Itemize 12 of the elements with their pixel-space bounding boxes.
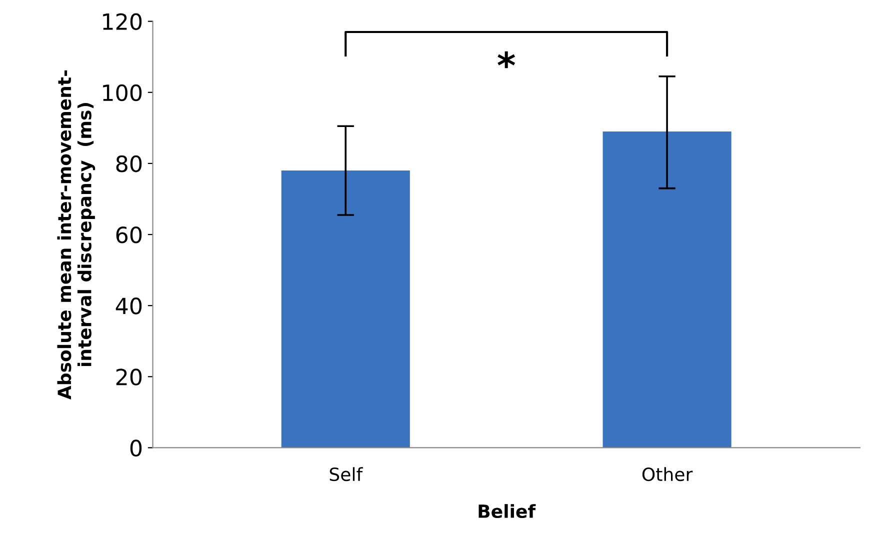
- x-axis-title: Belief: [478, 504, 536, 518]
- x-tick-label: Other: [642, 467, 693, 482]
- y-tick-label: 120: [103, 13, 142, 30]
- y-tick-label: 20: [116, 368, 142, 386]
- y-tick-label: 40: [116, 298, 142, 314]
- y-axis-title: Absolute mean inter-movement- interval discrepancy (ms): [57, 70, 96, 400]
- y-tick-label: 0: [130, 440, 142, 456]
- y-tick-label: 100: [103, 84, 142, 102]
- y-tick-label: 80: [116, 155, 142, 172]
- y-tick-label: 60: [116, 226, 142, 244]
- annotation: *: [498, 51, 516, 68]
- x-tick-label: Self: [330, 467, 363, 482]
